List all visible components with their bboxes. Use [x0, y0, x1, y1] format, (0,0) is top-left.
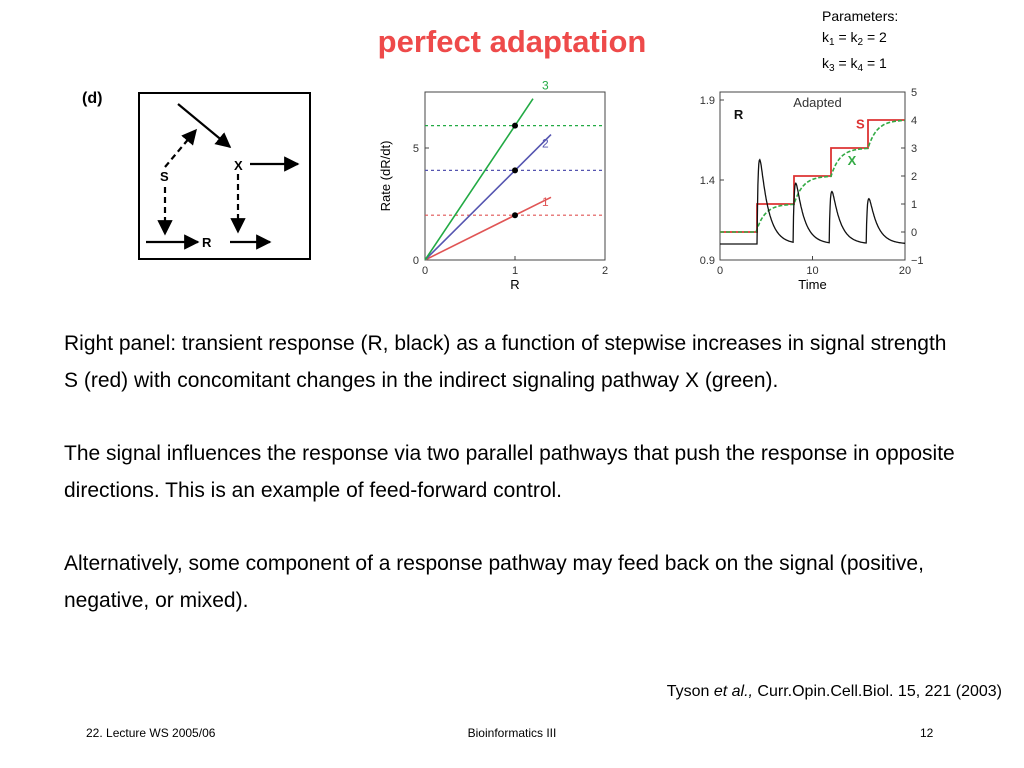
rate-chart-y-tick-label: 5: [413, 143, 419, 155]
time-chart-title: Adapted: [793, 95, 841, 110]
rate-chart-series-line: [424, 196, 552, 261]
time-chart-right-tick-label: 3: [911, 143, 917, 155]
input-arrow: [177, 103, 232, 148]
time-chart-left-tick-label: 0.9: [700, 255, 715, 267]
citation-etal: et al.,: [713, 683, 753, 700]
parameters-line-2: k3 = k4 = 1: [822, 53, 898, 79]
time-chart-right-tick-label: 4: [911, 115, 917, 127]
rate-chart-point: [512, 212, 518, 219]
slide-title: perfect adaptation: [377, 24, 647, 59]
rate-chart-x-tick-label: 0: [422, 265, 428, 277]
parameters-line-2-part: = k: [834, 55, 858, 71]
time-chart-signal-line: [720, 119, 905, 233]
parameters-heading: Parameters:: [822, 8, 899, 24]
paragraph-transient-response: Right panel: transient response (R, blac…: [64, 332, 947, 392]
time-chart-left-tick-label: 1.4: [700, 175, 715, 187]
footer-page-number: 12: [920, 726, 934, 740]
node-r: R: [202, 235, 212, 250]
parameters-line-2-part: k: [822, 55, 829, 71]
rate-chart-series-label: 3: [542, 80, 549, 92]
footer-lecture: 22. Lecture WS 2005/06: [86, 726, 216, 740]
parameters-line-1-part: 2: [857, 37, 864, 48]
node-x: X: [234, 158, 243, 173]
paragraph-parallel-pathways: The signal influences the response via t…: [64, 442, 955, 502]
parameters-line-1-part: 1: [829, 37, 835, 48]
rate-chart-point: [512, 167, 518, 174]
rate-chart-frame: [424, 91, 606, 261]
parameters-box: Parameters: k1 = k2 = 2 k3 = k4 = 1: [822, 6, 898, 79]
body-text: Right panel: transient response (R, blac…: [64, 326, 964, 619]
footer-course: Bioinformatics III: [467, 726, 557, 740]
paragraph-feedback: Alternatively, some component of a respo…: [64, 552, 924, 612]
time-chart-x-tick-label: 0: [717, 265, 723, 277]
parameters-line-1-part: k: [822, 29, 829, 45]
time-chart-right-tick-label: 2: [911, 171, 917, 183]
rate-chart-y-tick-label: 0: [413, 255, 419, 267]
time-chart-x-label: Time: [798, 277, 826, 292]
time-chart-right-tick-label: 1: [911, 199, 917, 211]
rate-chart-x-label: R: [510, 277, 519, 292]
time-chart-left-tick-label: 1.9: [700, 95, 715, 107]
rate-chart-series-label: 2: [542, 137, 549, 151]
parameters-line-1: k1 = k2 = 2: [822, 27, 898, 53]
time-chart-label-s: S: [856, 116, 865, 131]
rate-chart-point: [512, 122, 518, 129]
time-chart-response-line: [720, 158, 905, 245]
rate-chart-series-line: [424, 133, 552, 261]
rate-chart: 0 1 2 0 5 1 2 3 R Rate (dR/dt): [378, 80, 608, 292]
node-s: S: [160, 169, 169, 184]
rate-chart-series-label: 1: [542, 195, 549, 209]
rate-chart-y-label: Rate (dR/dt): [378, 141, 393, 212]
time-course-chart: 0 10 20 0.9 1.4 1.9 −1 0 1 2 3 4 5 Adapted R S X Time: [700, 87, 924, 292]
time-chart-right-tick-label: −1: [911, 255, 924, 267]
parameters-line-2-part: = 1: [863, 55, 887, 71]
time-chart-right-tick-label: 5: [911, 87, 917, 99]
rate-chart-series-line: [424, 98, 534, 261]
panel-label: (d): [82, 90, 103, 107]
rate-chart-x-tick-label: 2: [602, 265, 608, 277]
time-chart-right-tick-label: 0: [911, 227, 917, 239]
time-chart-label-x: X: [848, 153, 857, 168]
parameters-line-2-part: 4: [857, 63, 864, 74]
parameters-line-1-part: = k: [834, 29, 858, 45]
network-diagram: S X R: [138, 92, 311, 260]
parameters-line-2-part: 3: [829, 63, 835, 74]
citation-author: Tyson: [666, 683, 714, 700]
rate-chart-x-tick-label: 1: [512, 265, 518, 277]
time-chart-indirect-line: [720, 119, 906, 233]
citation: Tyson et al., Curr.Opin.Cell.Biol. 15, 2…: [667, 683, 1002, 701]
parameters-line-1-part: = 2: [863, 29, 887, 45]
time-chart-x-tick-label: 20: [899, 265, 911, 277]
time-chart-label-r: R: [734, 107, 744, 122]
citation-journal: Curr.Opin.Cell.Biol. 15, 221 (2003): [752, 683, 1002, 700]
s-to-x-arrow: [164, 128, 197, 168]
time-chart-x-tick-label: 10: [806, 265, 818, 277]
